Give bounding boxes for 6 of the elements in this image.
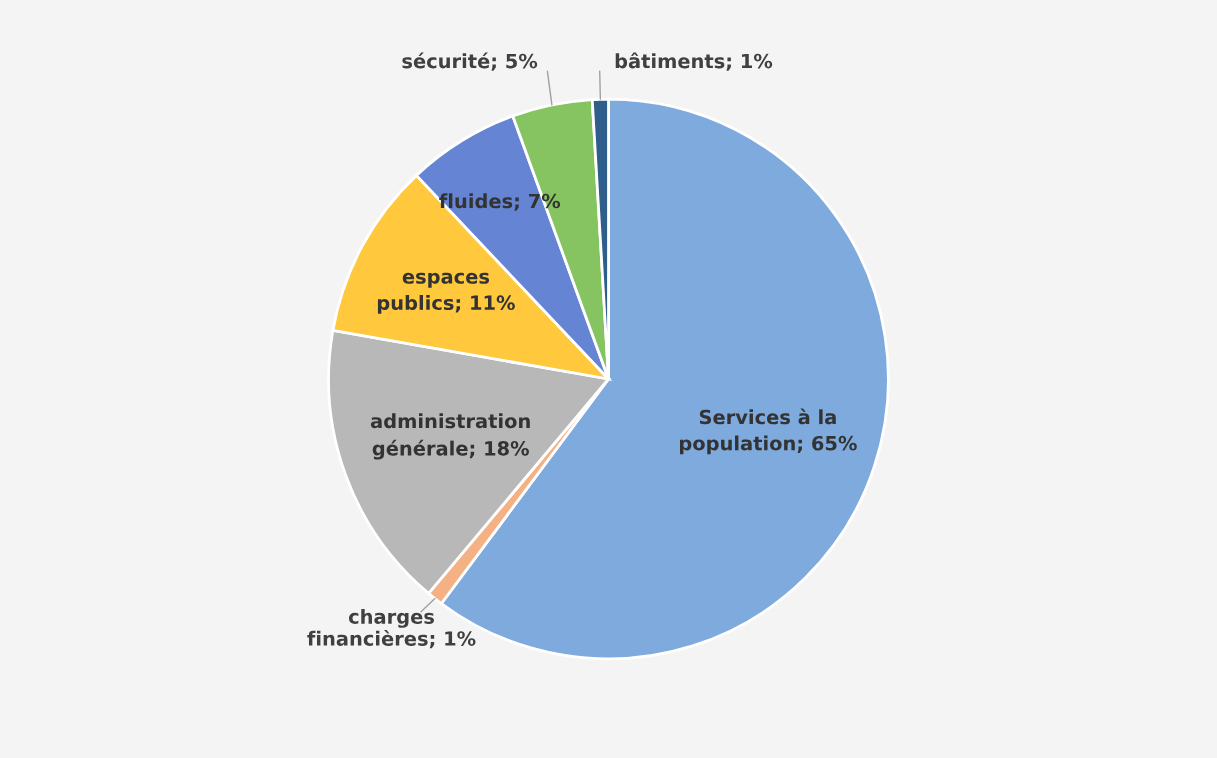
slice-label: bâtiments; 1% [615,52,773,71]
slice-label: charges financières; 1% [307,608,476,649]
slice-label: sécurité; 5% [402,52,538,71]
slice-label: Services à la population; 65% [680,408,857,455]
slice-label: espaces publics; 11% [377,272,515,314]
slice-label: administration générale; 18% [370,413,530,460]
